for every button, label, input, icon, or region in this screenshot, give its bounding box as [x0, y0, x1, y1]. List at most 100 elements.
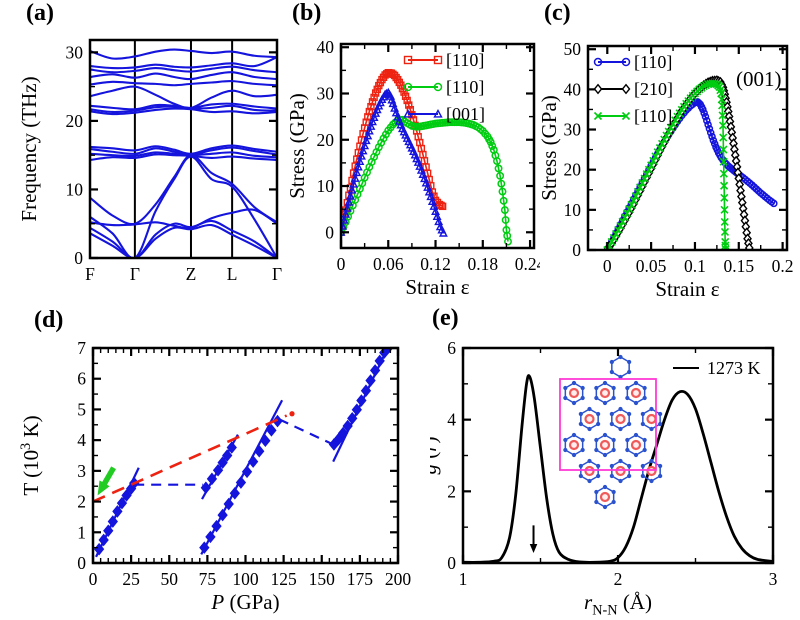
panel-e-rdf: (e) 1 2 3 0 2 4 6 rN-N (Å) g (r) 1273 K — [430, 305, 800, 620]
plot-area-c — [602, 75, 778, 251]
svg-text:175: 175 — [347, 569, 374, 589]
series-melt-points-1 — [93, 476, 140, 556]
svg-text:g (r): g (r) — [430, 437, 441, 475]
svg-text:0.05: 0.05 — [636, 256, 667, 276]
series-boundary-points-a — [200, 441, 237, 495]
plot-area-e — [462, 374, 774, 564]
panel-d-label: (d) — [34, 307, 64, 333]
svg-text:1273 K: 1273 K — [707, 358, 761, 378]
svg-text:Strain ε: Strain ε — [405, 275, 469, 299]
svg-text:50: 50 — [564, 39, 582, 59]
phonon-band-17 — [89, 56, 278, 70]
svg-text:Frequency (THz): Frequency (THz) — [17, 76, 41, 221]
svg-text:25: 25 — [122, 569, 140, 589]
svg-text:30: 30 — [564, 120, 582, 140]
phase-diagram-chart: 0 25 50 75 100 125 150 175 200 0 1 2 3 4 5 6 7 P (GPa) T (… — [18, 338, 411, 614]
series-stress-110bar-green — [340, 115, 512, 246]
plot-area-a — [89, 40, 278, 259]
series-stress-110-blue — [603, 98, 778, 251]
svg-text:0: 0 — [74, 248, 83, 268]
crystal-structure-inset — [559, 354, 663, 510]
svg-text:3: 3 — [769, 569, 778, 589]
axes-d: 0 25 50 75 100 125 150 175 200 0 1 2 3 4 5 6 7 P (GPa) T (… — [18, 338, 411, 614]
svg-text:0.1: 0.1 — [684, 256, 706, 276]
svg-text:10: 10 — [564, 200, 582, 220]
svg-text:40: 40 — [317, 37, 335, 57]
svg-text:T (103 K): T (103 K) — [18, 415, 43, 495]
svg-text:30: 30 — [66, 42, 84, 62]
svg-text:0: 0 — [603, 256, 612, 276]
svg-text:Strain ε: Strain ε — [655, 277, 719, 301]
svg-text:20: 20 — [66, 111, 84, 131]
svg-text:P (GPa): P (GPa) — [210, 590, 279, 614]
svg-text:0: 0 — [572, 240, 581, 260]
axes-c: 0 0.05 0.1 0.15 0.2 0 10 20 30 40 50 Strain ε Stress… — [540, 39, 794, 301]
panel-a-phonon-dispersion: (a) F Γ Z L Γ 0 10 20 30 Frequency (THz) — [0, 0, 290, 305]
axes-e: 1 2 3 0 2 4 6 rN-N (Å) g (r) — [430, 338, 778, 618]
radial-distribution-chart: 1 2 3 0 2 4 6 rN-N (Å) g (r) 1273 K — [430, 338, 778, 618]
stress-strain-chart-b: 0 0.06 0.12 0.18 0.24 0 10 20 30 40 Strain ε Stress… — [290, 37, 540, 299]
legend-b: [110] [110] [001] — [403, 50, 485, 124]
svg-text:2: 2 — [447, 481, 456, 501]
phonon-band-16 — [89, 65, 278, 74]
svg-text:[110]: [110] — [446, 77, 484, 97]
svg-text:[110]: [110] — [634, 106, 672, 126]
svg-text:0: 0 — [77, 553, 86, 573]
phonon-band-5 — [89, 154, 278, 226]
svg-text:0.24: 0.24 — [515, 254, 540, 274]
legend-c: [110] [210] [110] — [593, 52, 673, 126]
svg-text:20: 20 — [317, 130, 335, 150]
svg-text:20: 20 — [564, 160, 582, 180]
phonon-band-13 — [89, 85, 278, 110]
svg-text:0.2: 0.2 — [772, 256, 794, 276]
phonon-band-8 — [89, 146, 278, 156]
panel-a-label: (a) — [26, 0, 54, 26]
svg-text:6: 6 — [77, 369, 86, 389]
svg-text:2: 2 — [77, 492, 86, 512]
svg-text:[110]: [110] — [446, 50, 484, 70]
phonon-band-14 — [89, 80, 278, 87]
plot-area-d — [92, 347, 394, 558]
series-rdf-1273K — [462, 374, 774, 564]
annotation-text: (001) — [736, 67, 782, 91]
svg-text:[001]: [001] — [446, 104, 485, 124]
svg-text:10: 10 — [66, 179, 84, 199]
svg-text:0: 0 — [337, 254, 346, 274]
legend-e: 1273 K — [673, 358, 761, 378]
panel-c-label: (c) — [544, 0, 571, 26]
panel-c-stress-strain-001: (c) 0 0.05 0.1 0.15 0.2 0 10 20 30 40 50 Strain ε St… — [540, 0, 800, 305]
panel-e-label: (e) — [432, 305, 459, 331]
svg-text:0: 0 — [89, 569, 98, 589]
svg-text:1: 1 — [77, 522, 86, 542]
phonon-band-4 — [89, 208, 278, 230]
phonon-band-7 — [89, 151, 278, 159]
series-boundary-points-b — [199, 414, 283, 554]
svg-text:L: L — [227, 264, 238, 284]
svg-text:4: 4 — [447, 410, 456, 430]
series-stress-110bar-green — [603, 79, 730, 251]
axes-b: 0 0.06 0.12 0.18 0.24 0 10 20 30 40 Strain ε Stress… — [290, 37, 540, 299]
stress-strain-chart-c: 0 0.05 0.1 0.15 0.2 0 10 20 30 40 50 Strain ε Stress… — [540, 39, 794, 301]
svg-text:10: 10 — [317, 176, 335, 196]
plot-area-b — [340, 68, 512, 246]
svg-text:Γ: Γ — [272, 264, 282, 284]
annotation-dot — [289, 411, 295, 417]
panel-d-phase-diagram: (d) 0 25 50 75 100 125 150 175 200 0 1 2 3 4 5 6 7 P (GPa… — [0, 305, 430, 620]
svg-text:50: 50 — [161, 569, 179, 589]
svg-text:0.12: 0.12 — [420, 254, 451, 274]
svg-text:30: 30 — [317, 83, 335, 103]
svg-text:150: 150 — [309, 569, 336, 589]
svg-text:Stress (GPa): Stress (GPa) — [540, 95, 561, 201]
svg-text:Z: Z — [186, 264, 197, 284]
svg-text:0.15: 0.15 — [723, 256, 754, 276]
axes-a: F Γ Z L Γ 0 10 20 30 Frequency (THz) — [17, 38, 282, 284]
phonon-band-10 — [89, 107, 278, 116]
phonon-band-18 — [89, 48, 278, 60]
series-boundary-points-c — [328, 347, 394, 451]
panel-b-label: (b) — [292, 0, 322, 26]
svg-text:0: 0 — [325, 222, 334, 242]
series-dashed-down — [278, 418, 333, 446]
svg-text:125: 125 — [271, 569, 298, 589]
phonon-band-9 — [89, 144, 278, 155]
